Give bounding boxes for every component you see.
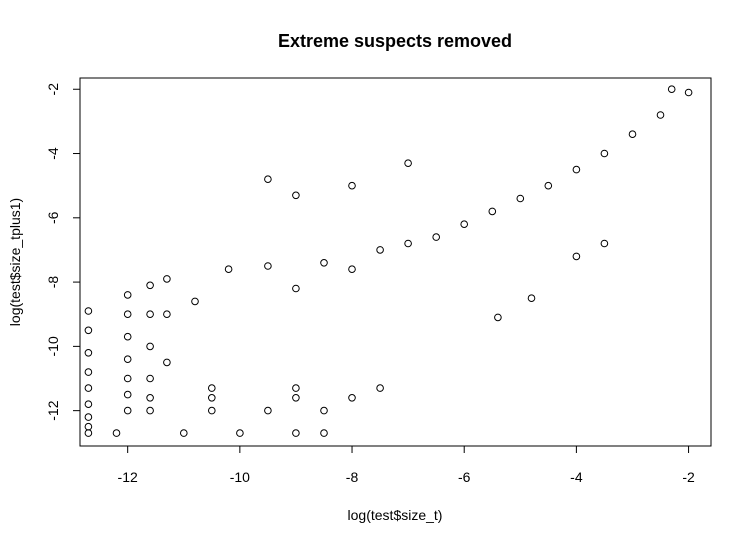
data-point xyxy=(320,429,328,437)
data-point xyxy=(123,332,132,341)
x-axis: -12 -10 -8 -6 -4 -2 xyxy=(118,445,695,485)
y-axis: -12 -10 -8 -6 -4 -2 xyxy=(45,83,81,421)
x-axis-label: log(test$size_t) xyxy=(348,507,443,523)
data-point xyxy=(656,111,665,119)
data-point xyxy=(163,275,171,283)
y-tick-label: -2 xyxy=(45,83,61,96)
data-point xyxy=(146,394,154,402)
data-point xyxy=(146,406,154,415)
data-point xyxy=(320,406,328,415)
data-point xyxy=(320,259,328,267)
data-point xyxy=(123,355,132,364)
data-point xyxy=(84,413,93,421)
data-point xyxy=(208,406,216,415)
data-point xyxy=(628,130,637,138)
data-point xyxy=(84,326,93,335)
data-point xyxy=(236,429,244,437)
data-point xyxy=(488,207,497,216)
data-point xyxy=(84,384,93,392)
data-point xyxy=(264,175,272,183)
data-point xyxy=(667,85,676,93)
data-point xyxy=(123,374,132,383)
data-point xyxy=(163,358,171,367)
data-point xyxy=(123,291,132,299)
data-point xyxy=(180,429,188,437)
data-point xyxy=(292,384,300,392)
data-point xyxy=(146,281,154,290)
data-point xyxy=(544,181,553,190)
y-tick-label: -12 xyxy=(45,400,61,420)
x-tick-label: -2 xyxy=(682,469,695,485)
x-tick-label: -4 xyxy=(570,469,583,485)
x-tick-label: -10 xyxy=(230,469,250,485)
data-point xyxy=(123,390,132,399)
data-point xyxy=(292,394,300,402)
data-point xyxy=(404,159,412,167)
data-point xyxy=(123,310,132,319)
data-point xyxy=(264,262,272,270)
data-point xyxy=(432,233,441,241)
data-point xyxy=(123,406,132,415)
data-point xyxy=(264,406,272,415)
data-point xyxy=(460,220,469,228)
data-point xyxy=(84,429,93,437)
x-tick-label: -12 xyxy=(118,469,138,485)
data-point xyxy=(348,394,356,402)
data-point xyxy=(404,239,412,248)
y-tick-label: -6 xyxy=(45,211,61,224)
data-point xyxy=(292,284,300,293)
data-point xyxy=(516,194,525,203)
data-point xyxy=(84,368,93,376)
y-tick-label: -10 xyxy=(45,336,61,356)
y-axis-label: log(test$size_tplus1) xyxy=(7,198,23,326)
x-tick-label: -6 xyxy=(458,469,471,485)
data-point xyxy=(292,429,300,437)
data-point xyxy=(146,374,154,383)
data-point xyxy=(348,181,356,190)
x-tick-label: -8 xyxy=(346,469,359,485)
data-point xyxy=(112,429,121,437)
data-point xyxy=(208,384,216,392)
data-point xyxy=(494,313,502,322)
data-point xyxy=(84,422,93,431)
data-point xyxy=(84,400,93,409)
chart-title: Extreme suspects removed xyxy=(278,31,512,51)
data-point xyxy=(292,191,300,200)
data-point xyxy=(527,294,536,303)
data-point xyxy=(84,349,93,357)
data-point xyxy=(600,239,609,248)
data-point xyxy=(146,310,154,319)
data-point xyxy=(163,310,171,319)
data-point xyxy=(600,149,609,158)
data-point xyxy=(572,165,581,174)
data-point xyxy=(348,265,356,274)
plot-frame xyxy=(79,77,712,447)
y-tick-label: -8 xyxy=(45,276,61,289)
data-points xyxy=(84,85,693,437)
data-point xyxy=(684,88,693,97)
data-point xyxy=(84,307,93,315)
data-point xyxy=(208,394,216,402)
y-tick-label: -4 xyxy=(45,147,61,160)
data-point xyxy=(146,342,154,351)
data-point xyxy=(376,246,384,254)
data-point xyxy=(572,252,581,261)
data-point xyxy=(224,265,233,274)
data-point xyxy=(191,297,199,306)
data-point xyxy=(376,384,384,392)
